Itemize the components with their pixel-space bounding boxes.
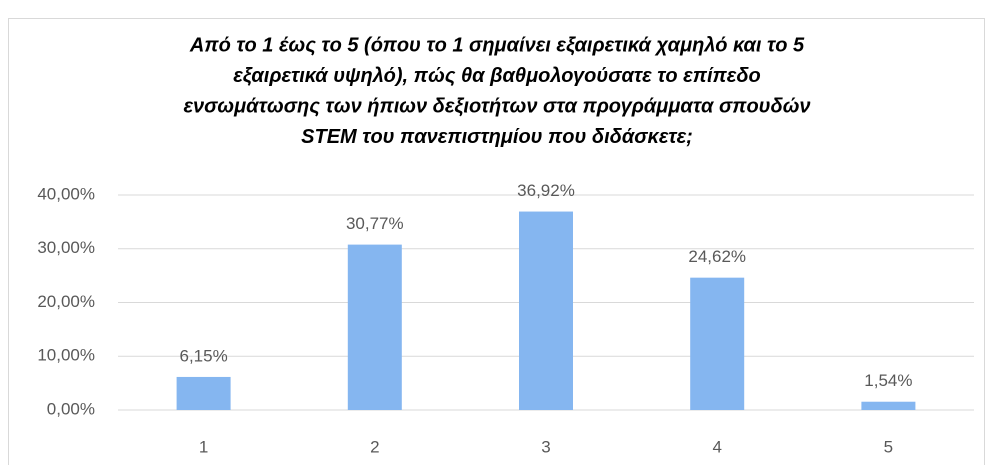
x-tick-label: 3 xyxy=(541,437,550,456)
bar xyxy=(519,211,573,410)
data-label: 1,54% xyxy=(864,371,912,390)
x-tick-label: 2 xyxy=(370,437,379,456)
data-label: 36,92% xyxy=(517,181,575,200)
y-tick-label: 0,00% xyxy=(47,399,95,418)
chart-border xyxy=(8,18,985,465)
bar xyxy=(176,376,231,410)
bar xyxy=(861,401,916,410)
bar xyxy=(347,244,402,410)
chart-title: Από το 1 έως το 5 (όπου το 1 σημαίνει εξ… xyxy=(189,34,805,56)
data-label: 30,77% xyxy=(346,214,404,233)
data-label: 24,62% xyxy=(688,247,746,266)
data-label: 6,15% xyxy=(179,346,227,365)
x-tick-label: 1 xyxy=(199,437,208,456)
chart-title: εξαιρετικά υψηλό), πώς θα βαθμολογούσατε… xyxy=(233,65,761,87)
y-tick-label: 20,00% xyxy=(37,292,95,311)
y-tick-label: 30,00% xyxy=(37,238,95,257)
x-tick-label: 4 xyxy=(712,437,721,456)
bar xyxy=(690,277,745,410)
y-tick-label: 10,00% xyxy=(37,346,95,365)
y-tick-label: 40,00% xyxy=(37,184,95,203)
chart-title: ενσωμάτωσης των ήπιων δεξιοτήτων στα προ… xyxy=(183,95,810,117)
x-tick-label: 5 xyxy=(884,437,893,456)
chart-title: STEM του πανεπιστημίου που διδάσκετε; xyxy=(301,126,693,148)
